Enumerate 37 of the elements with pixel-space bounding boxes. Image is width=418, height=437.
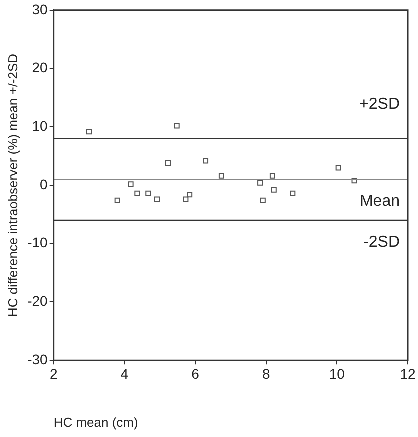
point xyxy=(290,190,296,196)
y-tick-label: 20 xyxy=(32,60,48,76)
x-tick-label: 8 xyxy=(262,366,270,382)
x-tick-label: 4 xyxy=(120,366,129,382)
y-tick-label: 10 xyxy=(32,118,48,134)
point xyxy=(128,182,134,188)
point xyxy=(134,190,140,196)
point xyxy=(165,160,171,166)
point xyxy=(114,198,120,204)
point xyxy=(86,129,92,135)
y-axis-title: HC difference intraobserver (%) mean +/-2SD xyxy=(5,54,20,318)
ref-line-label: -2SD xyxy=(364,234,400,251)
y-tick-label: 0 xyxy=(40,176,48,192)
y-tick-label: 30 xyxy=(32,1,48,18)
ref-line-label: +2SD xyxy=(360,96,400,114)
x-tick-label: 2 xyxy=(50,366,58,382)
point xyxy=(187,192,193,198)
point xyxy=(203,158,209,164)
point xyxy=(146,190,152,196)
point xyxy=(270,173,276,179)
y-tick-label: -20 xyxy=(28,293,48,310)
x-axis-title: HC mean (cm) xyxy=(54,414,138,430)
x-tick-label: 6 xyxy=(192,366,200,382)
point xyxy=(271,187,277,193)
y-tick-label: -30 xyxy=(28,351,48,368)
point xyxy=(258,180,264,186)
ref-line-label: Mean xyxy=(360,193,400,210)
x-tick-label: 10 xyxy=(329,366,346,382)
point xyxy=(260,198,266,204)
y-tick-label: -10 xyxy=(28,234,48,251)
point xyxy=(154,196,160,202)
point xyxy=(352,178,358,184)
x-tick-label: 12 xyxy=(400,366,416,382)
point xyxy=(174,123,180,129)
point xyxy=(183,196,189,202)
point xyxy=(218,173,224,179)
point xyxy=(336,165,342,171)
